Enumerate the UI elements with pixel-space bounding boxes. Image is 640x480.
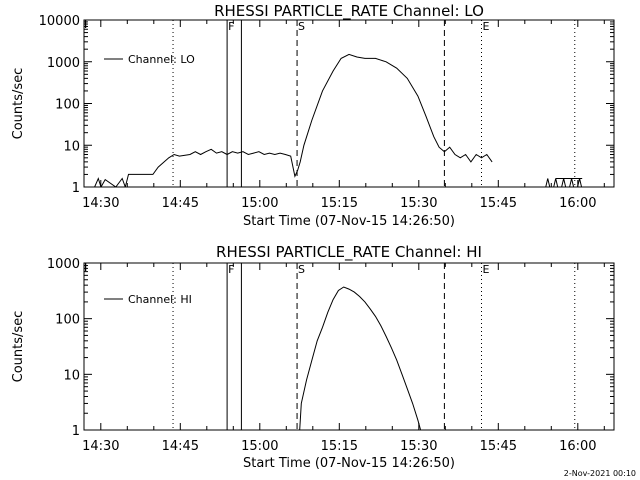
spike-mark: [545, 178, 551, 188]
y-axis-label: Counts/sec: [11, 68, 26, 140]
legend: Channel: HI: [104, 293, 192, 306]
spike-mark: [561, 178, 567, 188]
chart-title: RHESSI PARTICLE_RATE Channel: LO: [214, 2, 484, 21]
y-tick-label: 1: [72, 181, 80, 196]
y-axis: 1 10 100 1000 Counts/sec: [11, 257, 614, 439]
y-tick-label: 100: [55, 313, 80, 328]
spike-mark: [569, 178, 575, 188]
spike-mark: [553, 178, 559, 188]
y-axis-label: Counts/sec: [11, 311, 26, 383]
x-tick-label: 15:45: [480, 196, 517, 211]
chart-panel-0: RHESSI PARTICLE_RATE Channel: LOF S E14:30…: [11, 2, 615, 229]
x-tick-label: 15:45: [480, 439, 517, 454]
x-tick-label: 14:45: [162, 196, 199, 211]
x-tick-label: 15:30: [400, 439, 437, 454]
marker-label: S: [298, 20, 305, 33]
y-tick-label: 1000: [47, 56, 80, 71]
x-tick-label: 16:00: [559, 439, 596, 454]
legend: Channel: LO: [104, 53, 195, 66]
marker-label: S: [298, 263, 305, 276]
x-axis: 14:30 14:45 15:00 15:15 15:30 15:45 16:00 Start…: [82, 263, 605, 471]
marker-label: F: [228, 20, 234, 33]
y-tick-label: 100: [55, 98, 80, 113]
x-axis-label: Start Time (07-Nov-15 14:26:50): [243, 214, 455, 229]
x-tick-label: 14:45: [162, 439, 199, 454]
series-line-0: [94, 53, 493, 187]
y-tick-label: 10000: [39, 14, 80, 29]
x-tick-label: 15:15: [321, 196, 358, 211]
x-tick-label: 14:30: [82, 196, 119, 211]
x-axis: 14:30 14:45 15:00 15:15 15:30 15:45 16:00 Start…: [82, 20, 605, 229]
series-line-0: [299, 286, 422, 430]
chart-title: RHESSI PARTICLE_RATE Channel: HI: [216, 243, 482, 262]
legend-label: Channel: LO: [128, 53, 195, 66]
x-tick-label: 15:00: [241, 439, 278, 454]
marker-label: F: [228, 263, 234, 276]
footer-timestamp: 2-Nov-2021 00:10: [564, 469, 636, 478]
plot-frame: [83, 262, 615, 431]
y-tick-label: 1: [72, 424, 80, 439]
y-tick-label: 10: [63, 368, 80, 383]
x-tick-label: 16:00: [559, 196, 596, 211]
x-tick-label: 14:30: [82, 439, 119, 454]
marker-label: E: [483, 20, 490, 33]
x-tick-label: 15:15: [321, 439, 358, 454]
legend-label: Channel: HI: [128, 293, 192, 306]
x-tick-label: 15:00: [241, 196, 278, 211]
marker-label: E: [483, 263, 490, 276]
spike-mark: [577, 178, 583, 188]
noise-spikes: [545, 178, 583, 188]
x-axis-label: Start Time (07-Nov-15 14:26:50): [243, 456, 455, 471]
y-axis: 1 10 100 1000 10000 Counts/sec: [11, 14, 614, 196]
chart-panel-1: RHESSI PARTICLE_RATE Channel: HIF S E14:30…: [11, 243, 615, 471]
y-tick-label: 1000: [47, 257, 80, 272]
x-tick-label: 15:30: [400, 196, 437, 211]
y-tick-label: 10: [63, 139, 80, 154]
